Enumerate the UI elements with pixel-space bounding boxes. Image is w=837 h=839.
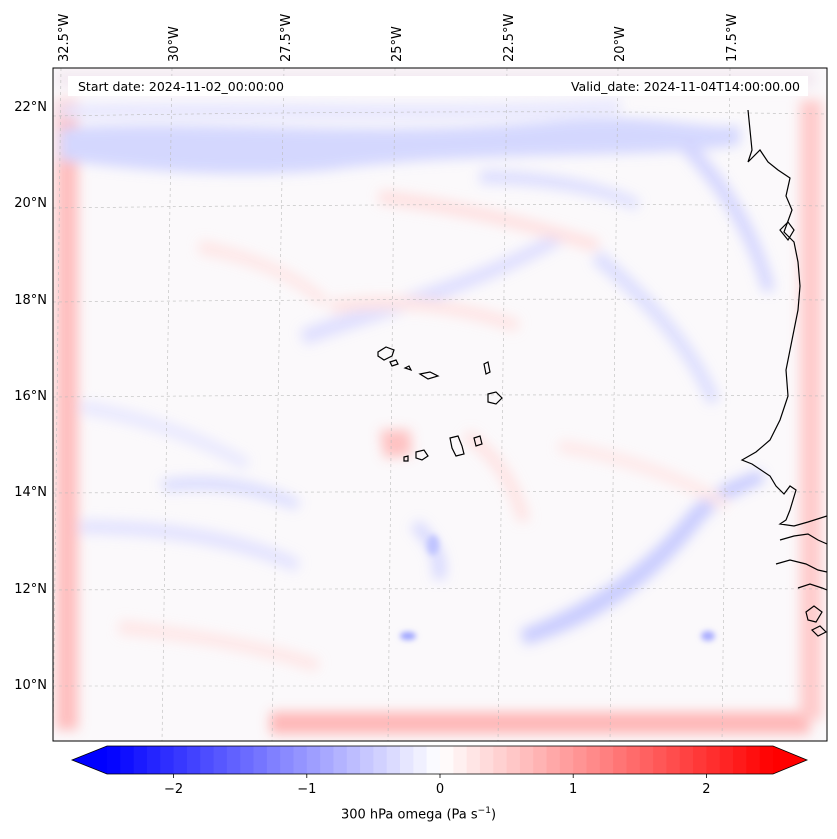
colorbar-cell (173, 746, 188, 774)
colorbar-cell (280, 746, 295, 774)
colorbar-tick-label: 0 (436, 782, 444, 797)
coastlines (377, 109, 827, 637)
map-panel (53, 68, 827, 741)
colorbar-cell (559, 746, 574, 774)
colorbar-cell (266, 746, 281, 774)
colorbar-extend-min (72, 746, 107, 774)
lat-labels: 22°N 20°N 18°N 16°N 14°N 12°N 10°N (14, 100, 47, 693)
colorbar-cell (653, 746, 668, 774)
colorbar-cell (333, 746, 348, 774)
colorbar-label-exponent: −1 (477, 806, 491, 816)
map-frame (52, 67, 828, 742)
lon-label-27-5w: 27.5°W (279, 14, 294, 62)
colorbar-tick-label: 2 (702, 782, 710, 797)
colorbar-tick-label: 1 (569, 782, 577, 797)
colorbar-cell (426, 746, 441, 774)
colorbar-cell (360, 746, 374, 774)
colorbar-cell (146, 746, 161, 774)
colorbar-outline (70, 745, 809, 775)
colorbar-cell (386, 746, 401, 774)
colorbar-cell (586, 746, 601, 774)
colorbar-cell (186, 746, 201, 774)
lon-label-32-5w: 32.5°W (57, 14, 72, 62)
lat-label-10n: 10°N (14, 678, 47, 693)
colorbar-cell (693, 746, 707, 774)
colorbar-cell (666, 746, 681, 774)
colorbar-cell (533, 746, 548, 774)
colorbar-label: 300 hPa omega (Pa s−1) (0, 806, 837, 822)
colorbar-cell (226, 746, 241, 774)
lat-label-20n: 20°N (14, 196, 47, 211)
colorbar-cell (759, 746, 774, 774)
lat-label-16n: 16°N (14, 389, 47, 404)
colorbar-cells (72, 746, 807, 774)
colorbar-cell (613, 746, 628, 774)
lat-label-22n: 22°N (14, 100, 47, 115)
colorbar-cell (107, 746, 121, 774)
colorbar-cell (120, 746, 135, 774)
colorbar-cell (373, 746, 388, 774)
colorbar-cell (400, 746, 414, 774)
colorbar-cell (719, 746, 734, 774)
colorbar-cell (519, 746, 534, 774)
colorbar-cell (306, 746, 321, 774)
colorbar-cell (253, 746, 268, 774)
colorbar-cell (133, 746, 148, 774)
colorbar-cell (293, 746, 308, 774)
colorbar-cell (599, 746, 614, 774)
colorbar-label-close: ) (490, 807, 497, 823)
lat-label-18n: 18°N (14, 293, 47, 308)
valid-date-label: Valid_date: 2024-11-04T14:00:00.00 (571, 79, 800, 94)
colorbar: −2 −1 0 1 2 (70, 745, 809, 797)
start-date-label: Start date: 2024-11-02_00:00:00 (78, 79, 284, 94)
header-box (68, 76, 808, 96)
colorbar-cell (346, 746, 361, 774)
colorbar-ticks: −2 −1 0 1 2 (164, 774, 711, 797)
colorbar-cell (506, 746, 521, 774)
lon-label-20w: 20°W (613, 26, 628, 62)
colorbar-cell (200, 746, 215, 774)
colorbar-tick-label: −1 (297, 782, 316, 797)
lon-label-30w: 30°W (167, 26, 182, 62)
colorbar-cell (746, 746, 761, 774)
colorbar-tick-label: −2 (164, 782, 183, 797)
omega-field (56, 70, 822, 734)
colorbar-cell (413, 746, 428, 774)
colorbar-cell (240, 746, 255, 774)
colorbar-extend-max (773, 746, 807, 774)
colorbar-cell (453, 746, 468, 774)
colorbar-cell (706, 746, 721, 774)
colorbar-cell (626, 746, 641, 774)
colorbar-cell (466, 746, 481, 774)
lon-labels: 32.5°W 30°W 27.5°W 25°W 22.5°W 20°W 17.5… (57, 14, 740, 62)
colorbar-cell (493, 746, 508, 774)
colorbar-label-text: 300 hPa omega (Pa s (340, 807, 478, 823)
colorbar-cell (546, 746, 561, 774)
lon-label-25w: 25°W (390, 26, 405, 62)
island-santo-antao (377, 346, 395, 361)
gridlines (53, 68, 827, 741)
colorbar-cell (320, 746, 335, 774)
colorbar-cell (573, 746, 588, 774)
lat-label-12n: 12°N (14, 582, 47, 597)
colorbar-cell (213, 746, 228, 774)
colorbar-cell (440, 746, 454, 774)
lon-label-17-5w: 17.5°W (725, 14, 740, 62)
colorbar-cell (479, 746, 494, 774)
lon-label-22-5w: 22.5°W (502, 14, 517, 62)
colorbar-cell (679, 746, 694, 774)
colorbar-cell (639, 746, 654, 774)
africa-coastline (740, 109, 827, 527)
lat-label-14n: 14°N (14, 485, 47, 500)
colorbar-cell (733, 746, 747, 774)
colorbar-cell (160, 746, 175, 774)
